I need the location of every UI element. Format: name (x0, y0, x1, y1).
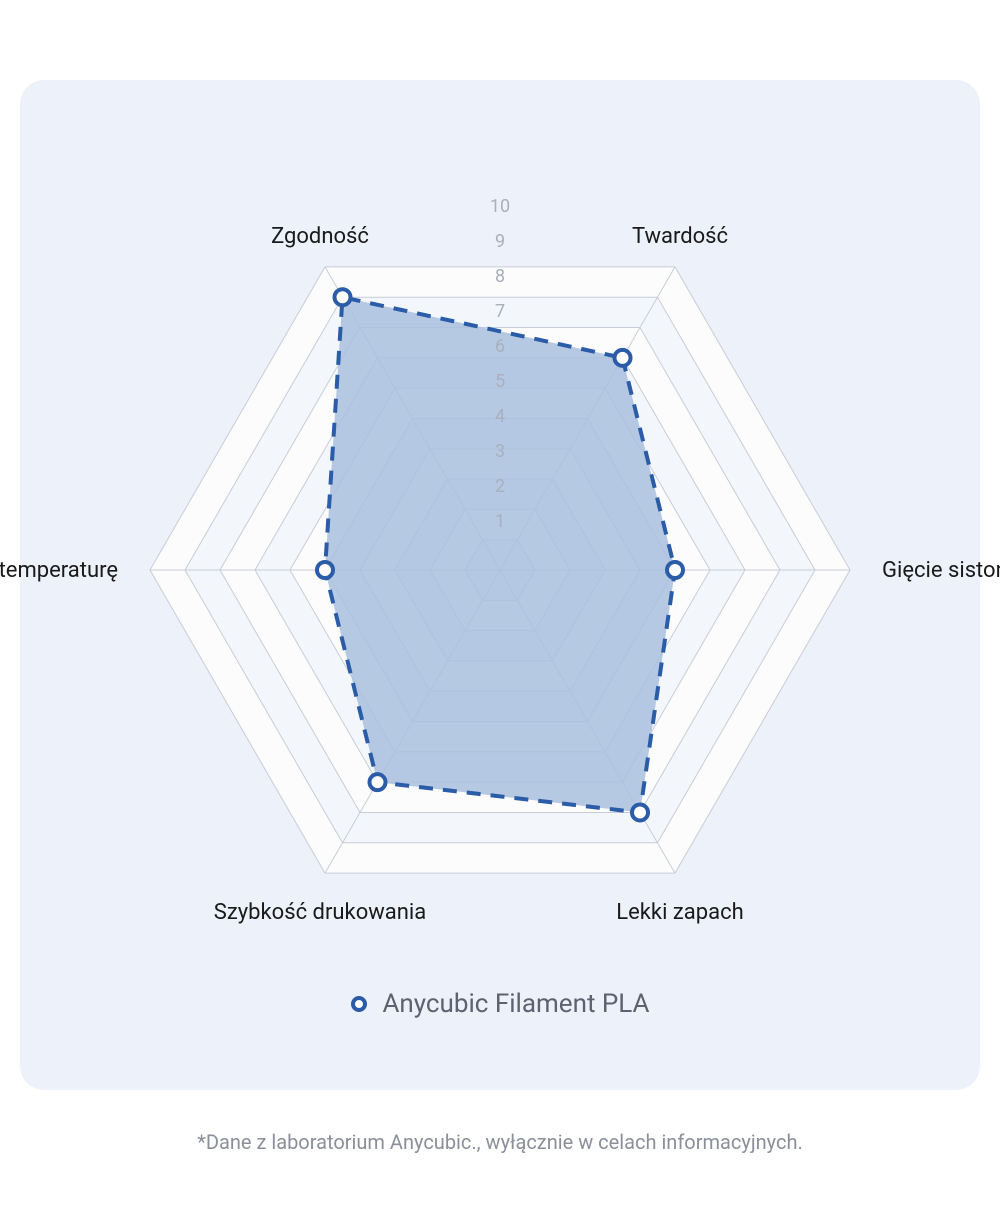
tick-label: 1 (495, 511, 505, 532)
tick-label: 5 (495, 371, 505, 392)
axis-label: Szybkość drukowania (214, 900, 426, 925)
tick-label: 9 (495, 231, 505, 252)
tick-label: 10 (490, 196, 510, 217)
chart-card: TwardośćGięcie sistontuLekki zapachSzybk… (20, 80, 980, 1090)
tick-label: 2 (495, 476, 505, 497)
axis-label: Twardość (632, 224, 728, 249)
radar-chart: TwardośćGięcie sistontuLekki zapachSzybk… (20, 140, 980, 960)
tick-label: 4 (495, 406, 505, 427)
radar-svg (20, 140, 980, 960)
tick-label: 3 (495, 441, 505, 462)
axis-label: Zgodność (271, 224, 369, 249)
axis-label: Odporność na temperaturę (0, 558, 118, 583)
legend: Anycubic Filament PLA (20, 989, 980, 1020)
tick-label: 6 (495, 336, 505, 357)
legend-marker (350, 990, 368, 1020)
legend-label: Anycubic Filament PLA (382, 989, 649, 1019)
tick-label: 7 (495, 301, 505, 322)
axis-label: Lekki zapach (616, 900, 743, 925)
axis-label: Gięcie sistontu (882, 558, 1000, 583)
footnote: *Dane z laboratorium Anycubic., wyłączni… (0, 1130, 1000, 1154)
tick-label: 8 (495, 266, 505, 287)
